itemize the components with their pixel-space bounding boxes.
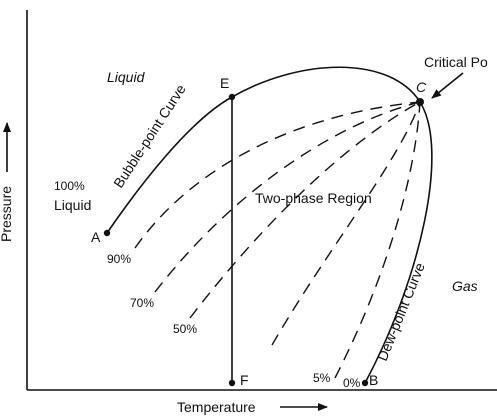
point-b-label: B xyxy=(369,372,378,388)
quality-100-liquid-label: Liquid xyxy=(54,197,91,213)
point-e-dot xyxy=(228,93,236,101)
critical-point-letter: C xyxy=(416,79,427,95)
quality-50-label: 50% xyxy=(173,322,197,336)
x-axis-label: Temperature xyxy=(177,399,256,415)
dew-point-curve xyxy=(364,101,433,384)
quality-0-label: 0% xyxy=(343,376,361,390)
quality-line-70 xyxy=(154,101,421,293)
quality-5-label: 5% xyxy=(313,371,331,385)
critical-point-arrow xyxy=(431,72,464,99)
quality-line-mid xyxy=(271,101,421,346)
critical-point-dot xyxy=(416,98,424,106)
point-e-label: E xyxy=(220,75,229,91)
critical-point-label: Critical Po xyxy=(424,54,488,70)
quality-100-label: 100% xyxy=(54,179,85,193)
quality-line-5 xyxy=(334,101,421,379)
point-a-label: A xyxy=(91,229,101,245)
region-two-phase-label: Two-phase Region xyxy=(255,190,372,206)
bubble-point-curve xyxy=(106,66,421,234)
y-axis-label: Pressure xyxy=(0,186,14,242)
quality-70-label: 70% xyxy=(130,296,154,310)
point-f-label: F xyxy=(240,372,249,388)
region-gas-label: Gas xyxy=(452,278,478,294)
dew-point-curve-label: Dew-point Curve xyxy=(374,260,428,363)
region-liquid-label: Liquid xyxy=(107,69,146,85)
quality-line-50 xyxy=(189,101,421,319)
point-b-dot xyxy=(361,379,369,387)
quality-line-90 xyxy=(134,101,421,249)
point-a-dot xyxy=(103,229,111,237)
point-f-dot xyxy=(228,379,236,387)
quality-90-label: 90% xyxy=(107,252,131,266)
